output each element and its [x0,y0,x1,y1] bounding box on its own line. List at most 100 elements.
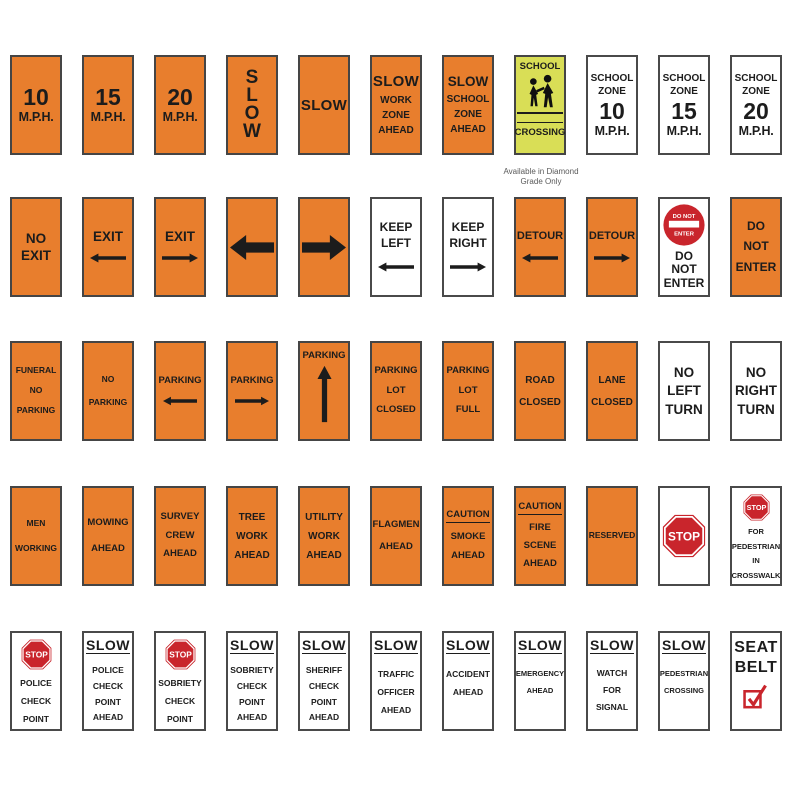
sign-tree-work-ahead[interactable]: TREE WORK AHEAD [226,486,278,586]
stop-octagon-icon: STOP [21,639,52,670]
sign-text: CAUTION [518,501,562,515]
sign-text: AHEAD [234,549,270,561]
sign-slow-traffic-officer-ahead[interactable]: SLOW TRAFFIC OFFICER AHEAD [370,631,422,731]
sign-text: LEFT [667,383,701,399]
sign-parking-up[interactable]: PARKING [298,341,350,441]
sign-stop[interactable]: STOP [658,486,710,586]
sign-text: POINT [167,713,193,724]
sign-slow-sheriff-check-point-ahead[interactable]: SLOW SHERIFF CHECK POINT AHEAD [298,631,350,731]
sign-detour-left[interactable]: DETOUR [514,197,566,297]
sign-survey-crew-ahead[interactable]: SURVEY CREW AHEAD [154,486,206,586]
sign-text: ZONE [670,85,698,97]
sign-school-zone-15-mph[interactable]: SCHOOL ZONE 15 M.P.H. [658,55,710,155]
sign-text: PARKING [374,365,418,377]
sign-utility-work-ahead[interactable]: UTILITY WORK AHEAD [298,486,350,586]
sign-slow[interactable]: SLOW [298,55,350,155]
sign-lane-closed[interactable]: LANE CLOSED [586,341,638,441]
sign-detour-right[interactable]: DETOUR [586,197,638,297]
sign-10-mph[interactable]: 10 M.P.H. [10,55,62,155]
sign-exit-right[interactable]: EXIT [154,197,206,297]
sign-text: PEDESTRIAN [659,669,709,678]
sign-school-crossing[interactable]: SCHOOL CROSSING [514,55,566,155]
sign-text: SIGNAL [595,701,629,712]
sign-slow-work-zone-ahead[interactable]: SLOW WORK ZONE AHEAD [370,55,422,155]
sign-no-exit[interactable]: NO EXIT [10,197,62,297]
sign-stop-sobriety-check-point[interactable]: STOP SOBRIETY CHECK POINT [154,631,206,731]
sign-text: SHERIFF [305,665,343,675]
sign-school-zone-20-mph[interactable]: SCHOOL ZONE 20 M.P.H. [730,55,782,155]
sign-text: IN [752,556,760,566]
sign-text: SOBRIETY [230,665,274,675]
sign-caution-fire-scene-ahead[interactable]: CAUTION FIRE SCENE AHEAD [514,486,566,586]
sign-slow-emergency-ahead[interactable]: SLOW EMERGENCY AHEAD [514,631,566,731]
sign-text: POLICE [20,678,52,688]
sign-slow-police-check-point-ahead[interactable]: SLOW POLICE CHECK POINT AHEAD [82,631,134,731]
sign-text: AHEAD [163,548,197,560]
sign-15-mph[interactable]: 15 M.P.H. [82,55,134,155]
sign-text: SLOW [518,637,562,654]
sign-seat-belt[interactable]: SEAT BELT [730,631,782,731]
sign-caution-smoke-ahead[interactable]: CAUTION SMOKE AHEAD [442,486,494,586]
sign-text: AHEAD [236,712,268,723]
stop-octagon-icon: STOP [165,639,196,670]
sign-arrow-left[interactable] [226,197,278,297]
sign-slow-pedestrian-crossing[interactable]: SLOW PEDESTRIAN CROSSING [658,631,710,731]
sign-slow-sobriety-check-point-ahead[interactable]: SLOW SOBRIETY CHECK POINT AHEAD [226,631,278,731]
arrow-right-icon [594,252,630,264]
sign-row: STOP POLICE CHECK POINT SLOW POLICE CHECK POINT… [0,631,791,731]
sign-funeral-no-parking[interactable]: FUNERAL NO PARKING [10,341,62,441]
sign-do-not-enter-symbol[interactable]: DO NOT ENTER DO NOT ENTER [658,197,710,297]
sign-keep-left[interactable]: KEEP LEFT [370,197,422,297]
sign-flagmen-ahead[interactable]: FLAGMEN AHEAD [370,486,422,586]
sign-slow-school-zone-ahead[interactable]: SLOW SCHOOL ZONE AHEAD [442,55,494,155]
sign-men-working[interactable]: MEN WORKING [10,486,62,586]
sign-exit-left[interactable]: EXIT [82,197,134,297]
sign-reserved[interactable]: RESERVED [586,486,638,586]
sign-parking-lot-closed[interactable]: PARKING LOT CLOSED [370,341,422,441]
sign-parking-left[interactable]: PARKING [154,341,206,441]
sign-text: MEN [26,517,46,528]
sign-slow-vertical[interactable]: S L O W [226,55,278,155]
sign-no-right-turn[interactable]: NO RIGHT TURN [730,341,782,441]
sign-school-zone-10-mph[interactable]: SCHOOL ZONE 10 M.P.H. [586,55,638,155]
sign-keep-right[interactable]: KEEP RIGHT [442,197,494,297]
sign-text: CHECK [164,695,196,706]
sign-stop-police-check-point[interactable]: STOP POLICE CHECK POINT [10,631,62,731]
sign-stop-for-pedestrian-in-crosswalk[interactable]: STOP FOR PEDESTRIAN IN CROSSWALK [730,486,782,586]
sign-text: M.P.H. [18,110,54,125]
sign-text: EXIT [20,247,51,263]
arrow-left-icon [522,252,558,264]
sign-text: FUNERAL [15,365,57,376]
sign-text: M.P.H. [594,123,630,138]
sign-road-closed[interactable]: ROAD CLOSED [514,341,566,441]
sign-20-mph[interactable]: 20 M.P.H. [154,55,206,155]
sign-row: FUNERAL NO PARKING NO PARKING PARKING PARKING P… [0,341,791,441]
stop-octagon-icon: STOP [743,494,770,521]
sign-parking-right[interactable]: PARKING [226,341,278,441]
sign-text: CLOSED [591,396,633,408]
sign-do-not-enter[interactable]: DO NOT ENTER [730,197,782,297]
svg-text:STOP: STOP [746,503,766,512]
sign-slow-accident-ahead[interactable]: SLOW ACCIDENT AHEAD [442,631,494,731]
sign-text: FLAGMEN [372,518,420,530]
sign-parking-lot-full[interactable]: PARKING LOT FULL [442,341,494,441]
sign-text: SOBRIETY [158,678,202,688]
sign-no-parking[interactable]: NO PARKING [82,341,134,441]
sign-slow-watch-for-signal[interactable]: SLOW WATCH FOR SIGNAL [586,631,638,731]
sign-text: RIGHT [735,383,777,399]
sign-text: SURVEY [160,511,200,523]
sign-text: CLOSED [519,396,561,408]
sign-text: 15 [95,84,121,111]
sign-text: NO [673,364,695,380]
arrow-up-icon [316,365,332,423]
sign-text: SCHOOL [446,94,490,106]
sign-text: LOT [458,384,478,396]
sign-text: SEAT [734,639,778,656]
sign-no-left-turn[interactable]: NO LEFT TURN [658,341,710,441]
sign-text: PARKING [158,374,202,386]
sign-text: SCHOOL [519,61,561,72]
sign-mowing-ahead[interactable]: MOWING AHEAD [82,486,134,586]
arrow-left-icon [378,261,414,273]
sign-arrow-right[interactable] [298,197,350,297]
sign-text: SCHOOL [590,72,634,84]
